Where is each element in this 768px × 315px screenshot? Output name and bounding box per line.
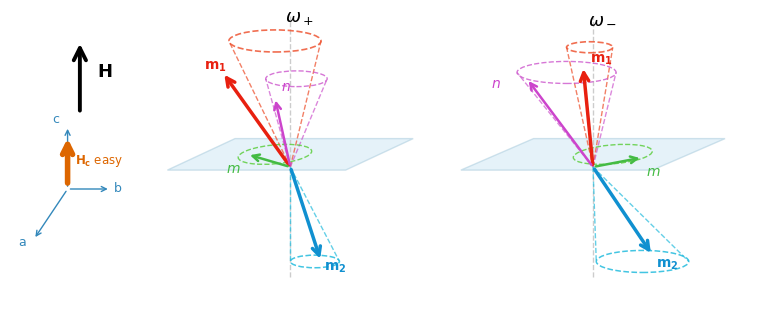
Text: $\omega_+$: $\omega_+$: [285, 9, 314, 27]
Text: $\bf{m_2}$: $\bf{m_2}$: [656, 258, 678, 272]
Text: $\bf{m_2}$: $\bf{m_2}$: [324, 261, 346, 275]
Text: a: a: [18, 236, 26, 249]
Text: $n$: $n$: [491, 77, 501, 91]
Text: $n$: $n$: [281, 80, 291, 94]
Text: $m$: $m$: [226, 162, 240, 176]
Text: c: c: [52, 113, 59, 126]
Text: b: b: [114, 182, 121, 195]
Polygon shape: [167, 139, 413, 170]
Text: $\bf{m_1}$: $\bf{m_1}$: [204, 59, 227, 74]
Text: $m$: $m$: [646, 165, 660, 180]
Text: $\omega_-$: $\omega_-$: [588, 9, 617, 27]
Text: $\bf{m_1}$: $\bf{m_1}$: [590, 53, 612, 67]
Text: $\bf{H}$: $\bf{H}$: [97, 63, 112, 82]
Polygon shape: [461, 139, 725, 170]
Text: $\bf{H_c}$ easy: $\bf{H_c}$ easy: [75, 153, 124, 169]
